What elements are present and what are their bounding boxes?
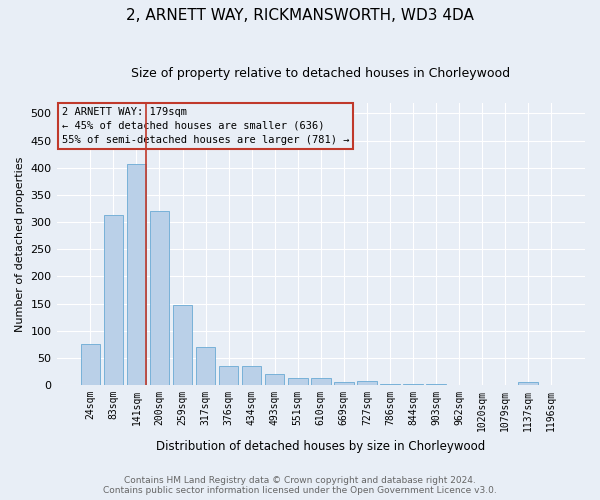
Bar [104,215,123,385]
Bar [334,382,353,385]
Bar [380,384,400,385]
Bar [196,347,215,385]
Title: Size of property relative to detached houses in Chorleywood: Size of property relative to detached ho… [131,68,511,80]
Bar [242,366,262,385]
Bar [219,366,238,385]
Bar [149,211,169,385]
Bar [403,384,423,385]
Bar [80,344,100,385]
Bar [265,374,284,385]
Text: Contains HM Land Registry data © Crown copyright and database right 2024.
Contai: Contains HM Land Registry data © Crown c… [103,476,497,495]
Bar [518,382,538,385]
Bar [357,381,377,385]
Text: 2 ARNETT WAY: 179sqm
← 45% of detached houses are smaller (636)
55% of semi-deta: 2 ARNETT WAY: 179sqm ← 45% of detached h… [62,106,349,144]
Bar [311,378,331,385]
X-axis label: Distribution of detached houses by size in Chorleywood: Distribution of detached houses by size … [156,440,485,452]
Bar [173,304,193,385]
Bar [288,378,308,385]
Y-axis label: Number of detached properties: Number of detached properties [15,156,25,332]
Bar [127,164,146,385]
Text: 2, ARNETT WAY, RICKMANSWORTH, WD3 4DA: 2, ARNETT WAY, RICKMANSWORTH, WD3 4DA [126,8,474,22]
Bar [426,384,446,385]
